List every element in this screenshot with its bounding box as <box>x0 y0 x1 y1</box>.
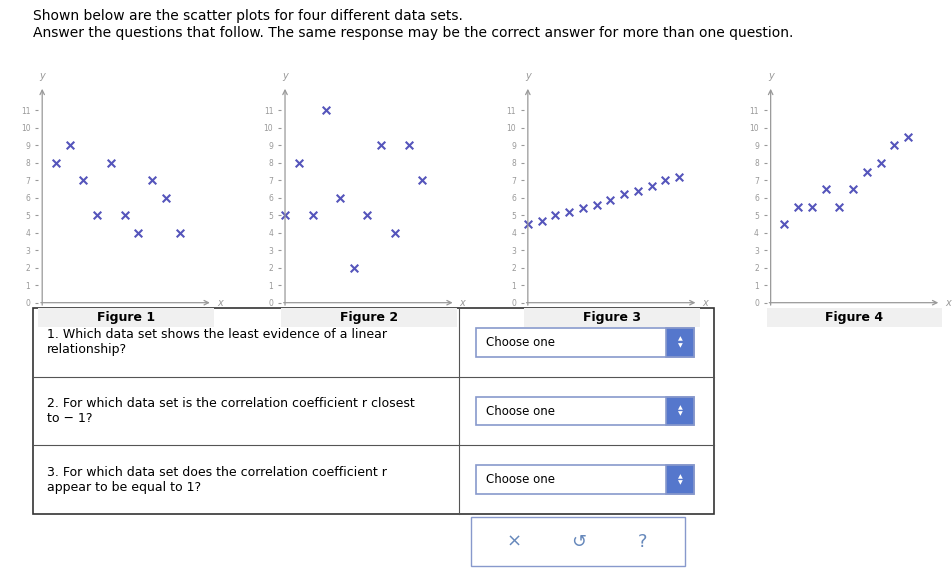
Text: ▲: ▲ <box>678 337 683 342</box>
Bar <box>666 465 694 494</box>
Point <box>589 200 605 210</box>
Point <box>104 158 119 167</box>
Bar <box>476 328 694 357</box>
Point <box>818 184 833 193</box>
Point <box>387 228 403 238</box>
Point <box>617 189 632 199</box>
Text: Figure 1: Figure 1 <box>97 311 155 324</box>
Text: 3. For which data set does the correlation coefficient r
appear to be equal to 1: 3. For which data set does the correlati… <box>47 466 387 494</box>
Point <box>62 141 77 150</box>
Point <box>291 158 307 167</box>
Text: Choose one: Choose one <box>486 404 555 418</box>
Text: Figure 2: Figure 2 <box>340 311 398 324</box>
Text: x: x <box>703 297 708 308</box>
Point <box>401 141 416 150</box>
Text: Figure 4: Figure 4 <box>825 311 883 324</box>
Text: y: y <box>525 71 530 81</box>
Point <box>886 141 902 150</box>
Point <box>845 184 861 193</box>
Text: Choose one: Choose one <box>486 474 555 486</box>
Point <box>901 132 916 141</box>
Point <box>644 181 659 190</box>
Bar <box>666 397 694 425</box>
Point <box>130 228 146 238</box>
Point <box>49 158 64 167</box>
Point <box>277 211 292 220</box>
Text: Shown below are the scatter plots for four different data sets.: Shown below are the scatter plots for fo… <box>33 9 464 23</box>
Text: 1. Which data set shows the least evidence of a linear
relationship?: 1. Which data set shows the least eviden… <box>47 328 387 356</box>
Point <box>360 211 375 220</box>
Text: ▼: ▼ <box>678 480 683 485</box>
Point <box>145 175 160 185</box>
Point <box>332 193 347 203</box>
Point <box>520 220 535 229</box>
Point <box>172 228 188 238</box>
Point <box>603 195 618 205</box>
Text: y: y <box>767 71 774 81</box>
Point <box>832 202 847 211</box>
Text: ▲: ▲ <box>678 406 683 410</box>
Point <box>117 211 132 220</box>
Text: x: x <box>945 297 951 308</box>
Point <box>658 175 673 185</box>
Point <box>671 172 686 181</box>
Text: y: y <box>282 71 288 81</box>
Point <box>873 158 888 167</box>
Point <box>562 207 577 217</box>
Text: ×: × <box>506 533 522 551</box>
Point <box>415 175 430 185</box>
Point <box>89 211 105 220</box>
Point <box>347 263 362 272</box>
Point <box>777 220 792 229</box>
Point <box>76 175 91 185</box>
Bar <box>476 397 694 425</box>
Point <box>575 204 590 213</box>
Text: ▲: ▲ <box>678 474 683 479</box>
Bar <box>476 465 694 494</box>
Text: ▼: ▼ <box>678 412 683 417</box>
Text: Choose one: Choose one <box>486 336 555 349</box>
Bar <box>666 328 694 357</box>
Text: ?: ? <box>638 533 647 551</box>
Text: Figure 3: Figure 3 <box>583 311 641 324</box>
Text: x: x <box>217 297 223 308</box>
Point <box>534 216 549 225</box>
Text: Answer the questions that follow. The same response may be the correct answer fo: Answer the questions that follow. The sa… <box>33 26 794 40</box>
Point <box>804 202 820 211</box>
Point <box>373 141 388 150</box>
Point <box>305 211 320 220</box>
Point <box>790 202 805 211</box>
Text: 2. For which data set is the correlation coefficient r closest
to − 1?: 2. For which data set is the correlation… <box>47 397 415 425</box>
Point <box>630 186 645 195</box>
Text: ↺: ↺ <box>571 533 585 551</box>
Text: y: y <box>39 71 45 81</box>
Text: ▼: ▼ <box>678 343 683 348</box>
Point <box>547 211 563 220</box>
Point <box>158 193 173 203</box>
Point <box>860 167 875 176</box>
Text: x: x <box>460 297 466 308</box>
Point <box>319 106 334 115</box>
